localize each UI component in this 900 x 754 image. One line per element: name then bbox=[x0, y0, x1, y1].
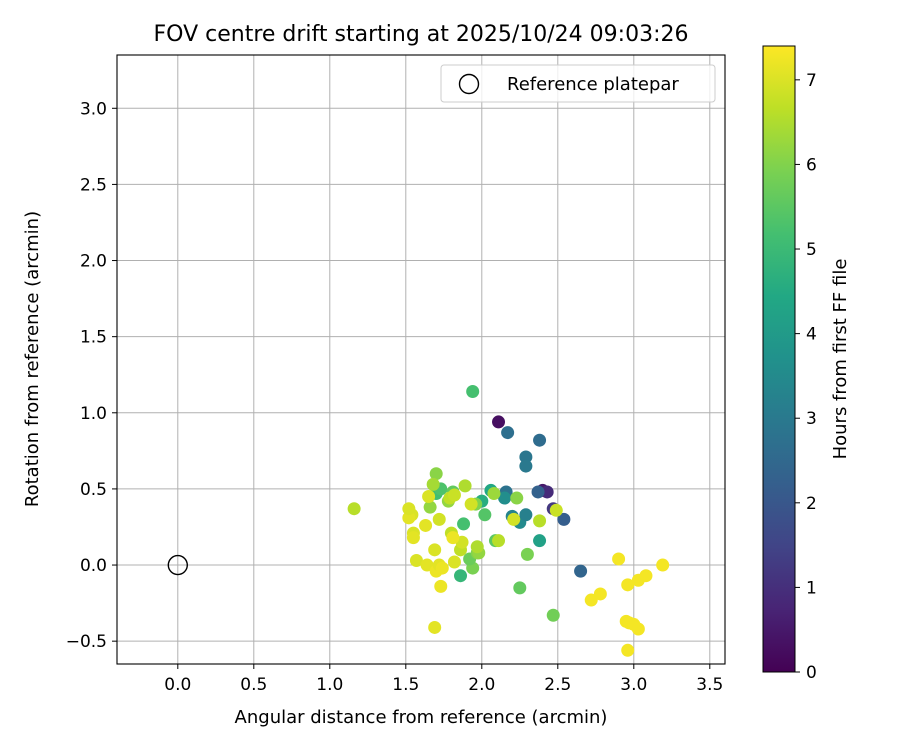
y-tick-label: 1.0 bbox=[80, 404, 107, 424]
data-point bbox=[466, 384, 480, 398]
y-tick-label: 1.5 bbox=[80, 328, 107, 348]
x-tick-label: 3.5 bbox=[696, 675, 723, 695]
data-point bbox=[531, 485, 545, 499]
data-point bbox=[498, 491, 512, 505]
x-tick-label: 0.0 bbox=[164, 675, 191, 695]
axes: 0.0 0.5 1.0 1.5 2.0 2.5 3.0 3.5 −0.5 0.0 0.5 1.0 1.5… bbox=[66, 99, 724, 695]
data-point bbox=[621, 578, 635, 592]
data-point bbox=[533, 433, 547, 447]
data-point bbox=[540, 485, 554, 499]
colorbar-tick-label: 4 bbox=[806, 325, 817, 345]
data-point bbox=[546, 608, 560, 622]
x-tick-label: 0.5 bbox=[240, 675, 267, 695]
data-point bbox=[406, 531, 420, 545]
reference-platepar-marker bbox=[167, 554, 189, 576]
data-point bbox=[533, 514, 547, 528]
data-point bbox=[501, 426, 515, 440]
data-point bbox=[446, 531, 460, 545]
colorbar-tick-label: 1 bbox=[806, 578, 817, 598]
data-point bbox=[513, 581, 527, 595]
data-point bbox=[487, 486, 501, 500]
data-point bbox=[422, 490, 436, 504]
data-point bbox=[492, 415, 506, 429]
data-point bbox=[612, 552, 626, 566]
chart-title: FOV centre drift starting at 2025/10/24 … bbox=[154, 22, 689, 47]
colorbar-tick-label: 7 bbox=[806, 71, 817, 91]
data-point bbox=[492, 534, 506, 548]
plot-frame bbox=[116, 54, 726, 665]
legend: Reference platepar bbox=[440, 64, 716, 103]
data-point bbox=[574, 564, 588, 578]
data-point bbox=[429, 467, 443, 481]
data-point bbox=[470, 540, 484, 554]
data-point bbox=[519, 450, 533, 464]
data-point bbox=[458, 479, 472, 493]
data-point bbox=[584, 593, 598, 607]
data-point bbox=[519, 508, 533, 522]
data-point bbox=[432, 512, 446, 526]
colorbar-tick-label: 0 bbox=[806, 663, 817, 683]
legend-entry: Reference platepar bbox=[507, 74, 679, 95]
y-tick-label: 0.5 bbox=[80, 480, 107, 500]
x-axis-label: Angular distance from reference (arcmin) bbox=[235, 707, 608, 728]
data-points bbox=[347, 384, 670, 657]
x-tick-label: 1.0 bbox=[316, 675, 343, 695]
x-tick-label: 2.5 bbox=[544, 675, 571, 695]
data-point bbox=[520, 547, 534, 561]
colorbar-ticks: 0 1 2 3 4 5 6 7 bbox=[795, 71, 817, 683]
y-tick-label: −0.5 bbox=[66, 632, 107, 652]
data-point bbox=[428, 620, 442, 634]
x-tick-label: 3.0 bbox=[620, 675, 647, 695]
data-point bbox=[402, 502, 416, 516]
data-point bbox=[549, 503, 563, 517]
data-point bbox=[454, 569, 468, 583]
data-point bbox=[593, 587, 607, 601]
data-point bbox=[478, 508, 492, 522]
y-tick-label: 3.0 bbox=[80, 99, 107, 119]
data-point bbox=[631, 622, 645, 636]
data-point bbox=[426, 477, 440, 491]
data-point bbox=[656, 558, 670, 572]
data-point bbox=[464, 497, 478, 511]
colorbar-tick-label: 5 bbox=[806, 240, 817, 260]
colorbar bbox=[762, 45, 796, 673]
y-tick-label: 2.5 bbox=[80, 175, 107, 195]
data-point bbox=[639, 569, 653, 583]
y-tick-label: 0.0 bbox=[80, 556, 107, 576]
data-point bbox=[457, 517, 471, 531]
y-tick-label: 2.0 bbox=[80, 252, 107, 272]
data-point bbox=[435, 561, 449, 575]
colorbar-label: Hours from first FF file bbox=[830, 259, 851, 460]
reference-layer bbox=[167, 554, 189, 576]
y-axis-label: Rotation from reference (arcmin) bbox=[22, 211, 43, 507]
data-point bbox=[347, 502, 361, 516]
data-point bbox=[428, 543, 442, 557]
colorbar-tick-label: 2 bbox=[806, 494, 817, 514]
data-point bbox=[434, 579, 448, 593]
data-point bbox=[423, 500, 437, 514]
legend-marker-icon bbox=[458, 73, 480, 95]
data-point bbox=[447, 555, 461, 569]
colorbar-tick-label: 6 bbox=[806, 155, 817, 175]
data-point bbox=[402, 511, 416, 525]
x-tick-label: 2.0 bbox=[468, 675, 495, 695]
legend-box bbox=[440, 64, 716, 103]
data-point bbox=[533, 534, 547, 548]
colorbar-tick-label: 3 bbox=[806, 409, 817, 429]
data-point bbox=[621, 643, 635, 657]
data-point bbox=[557, 512, 571, 526]
data-point bbox=[519, 459, 533, 473]
data-point bbox=[447, 488, 461, 502]
data-point bbox=[409, 553, 423, 567]
x-tick-label: 1.5 bbox=[392, 675, 419, 695]
data-point bbox=[510, 491, 524, 505]
data-point bbox=[419, 518, 433, 532]
data-point bbox=[507, 512, 521, 526]
data-point bbox=[420, 558, 434, 572]
